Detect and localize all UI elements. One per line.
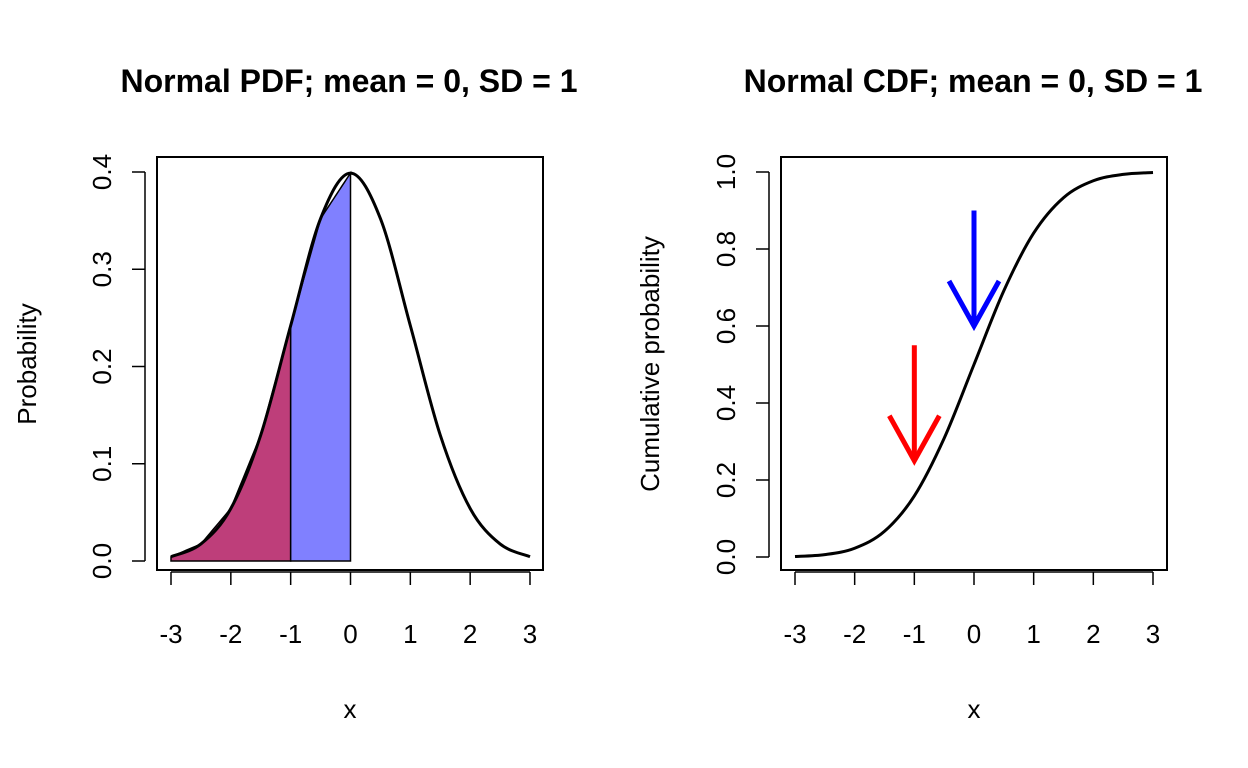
x-tick-label: -3	[159, 619, 182, 649]
pdf-x-label: x	[344, 694, 357, 724]
y-tick-label: 0.4	[87, 154, 117, 190]
x-tick-label: 3	[1146, 619, 1160, 649]
arrow-0	[887, 345, 942, 466]
pdf-x-axis: -3 -2 -1 0 1 2 3	[159, 571, 537, 649]
pdf-y-label: Probability	[12, 303, 42, 424]
cdf-x-label: x	[968, 694, 981, 724]
x-tick-label: -1	[903, 619, 926, 649]
x-tick-label: 2	[1086, 619, 1100, 649]
cdf-curve-group	[794, 171, 1154, 558]
x-tick-label: -2	[219, 619, 242, 649]
y-tick-label: 0.1	[87, 446, 117, 482]
x-tick-label: 2	[463, 619, 477, 649]
x-tick-label: -3	[783, 619, 806, 649]
cdf-arrows	[887, 210, 1002, 466]
series-line	[170, 171, 531, 559]
y-tick-label: 0.0	[711, 539, 741, 575]
cdf-x-axis: -3 -2 -1 0 1 2 3	[783, 571, 1160, 649]
x-tick-label: 0	[343, 619, 357, 649]
x-tick-label: -1	[279, 619, 302, 649]
cdf-plot-box	[780, 156, 1168, 571]
pdf-panel: Normal PDF; mean = 0, SD = 1 -3 -2 -1 0 1 2 3 …	[12, 63, 578, 724]
x-tick-label: 3	[523, 619, 537, 649]
y-tick-label: 0.8	[711, 231, 741, 267]
pdf-curve-group	[170, 171, 531, 559]
x-tick-label: 0	[967, 619, 981, 649]
x-tick-label: 1	[403, 619, 417, 649]
y-tick-label: 0.2	[711, 462, 741, 498]
cdf-panel: Normal CDF; mean = 0, SD = 1 -3 -2 -1 0 1 2 3 …	[635, 63, 1202, 724]
y-tick-label: 0.3	[87, 251, 117, 287]
pdf-plot-box	[156, 156, 544, 571]
x-tick-label: -2	[843, 619, 866, 649]
y-tick-label: 1.0	[711, 154, 741, 190]
cdf-y-label: Cumulative probability	[635, 236, 665, 492]
arrow-1	[946, 210, 1002, 332]
y-tick-label: 0.6	[711, 308, 741, 344]
x-tick-label: 1	[1026, 619, 1040, 649]
cdf-y-axis: 0.0 0.2 0.4 0.6 0.8 1.0	[711, 154, 770, 575]
series-line	[794, 171, 1154, 558]
pdf-title: Normal PDF; mean = 0, SD = 1	[120, 63, 577, 99]
arrow-head	[887, 414, 942, 466]
pdf-y-axis: 0.0 0.1 0.2 0.3 0.4	[87, 154, 146, 579]
shaded-region-0	[170, 325, 292, 562]
y-tick-label: 0.0	[87, 543, 117, 579]
pdf-shaded-regions	[170, 170, 352, 562]
y-tick-label: 0.4	[711, 385, 741, 421]
cdf-title: Normal CDF; mean = 0, SD = 1	[744, 63, 1203, 99]
shaded-region-1	[289, 170, 352, 562]
arrow-head	[946, 279, 1002, 332]
y-tick-label: 0.2	[87, 348, 117, 384]
